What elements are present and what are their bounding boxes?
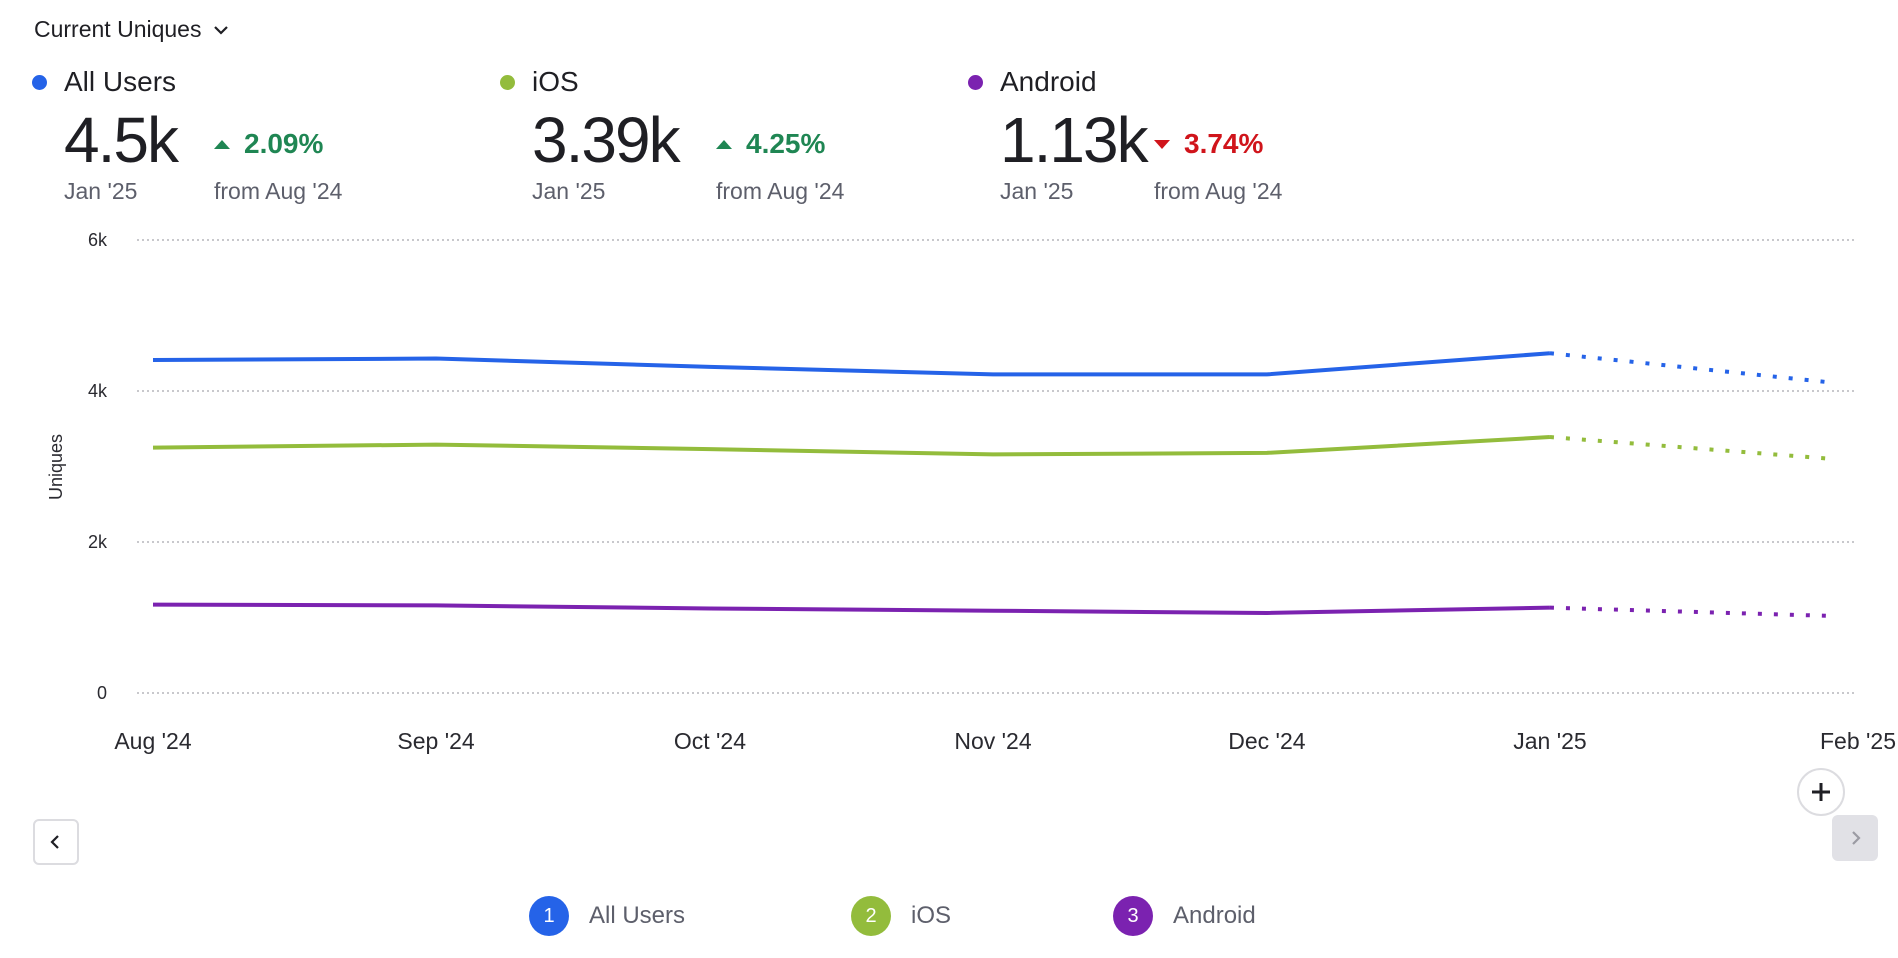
summary-period: Jan '25 <box>532 178 606 204</box>
forecast-line-all-users <box>1549 351 1834 385</box>
summary-change-value: 3.74% <box>1184 128 1264 159</box>
x-tick-label: Dec '24 <box>1228 728 1305 754</box>
x-tick-label: Nov '24 <box>954 728 1031 754</box>
summary-change: 2.09% <box>214 128 323 160</box>
legend-label: Android <box>1173 902 1256 929</box>
summary-period: Jan '25 <box>64 178 138 204</box>
chevron-down-icon <box>214 25 229 35</box>
series-line-ios <box>152 435 1551 457</box>
summary-value: 3.39k <box>532 104 681 176</box>
summary-change-value: 4.25% <box>746 128 826 159</box>
metric-selector-label: Current Uniques <box>34 16 202 42</box>
line-chart: 0 2k 4k 6k Uniques Aug '24 Sep '24 Oct '24 Nov… <box>46 230 1896 754</box>
x-tick-label: Aug '24 <box>114 728 191 754</box>
summary-comparison: from Aug '24 <box>214 178 343 204</box>
summary-value: 4.5k <box>64 104 179 176</box>
summary-change: 3.74% <box>1154 128 1263 160</box>
legend-label: All Users <box>589 902 686 929</box>
summary-series-name: Android <box>1000 66 1097 97</box>
y-axis-ticks: 0 2k 4k 6k <box>88 230 108 703</box>
previous-page-button[interactable] <box>33 819 79 865</box>
trend-up-icon <box>716 139 732 149</box>
y-axis-label: Uniques <box>46 434 66 500</box>
legend-label: iOS <box>911 902 952 929</box>
legend-badge: 2 <box>851 896 891 936</box>
summary-ios: iOS 3.39k Jan '25 4.25% from Aug '24 <box>500 62 940 204</box>
series-color-dot <box>32 74 47 90</box>
summary-series-name: All Users <box>64 66 177 97</box>
gridlines <box>137 239 1857 694</box>
legend-item-ios[interactable]: 2 iOS <box>851 896 951 936</box>
next-page-button[interactable] <box>1832 815 1878 861</box>
y-tick-label: 2k <box>88 532 108 552</box>
series-line-android <box>152 602 1550 615</box>
summary-value: 1.13k <box>1000 104 1149 176</box>
series-color-dot <box>500 74 515 90</box>
series-color-dot <box>968 74 983 90</box>
summary-android: Android 1.13k Jan '25 3.74% from Aug '24 <box>968 62 1408 204</box>
summary-change-value: 2.09% <box>244 128 324 159</box>
trend-up-icon <box>214 139 230 149</box>
summary-all-users: All Users 4.5k Jan '25 2.09% from Aug '2… <box>32 62 472 204</box>
y-tick-label: 4k <box>88 381 108 401</box>
legend-item-android[interactable]: 3 Android <box>1113 896 1256 936</box>
legend-badge: 1 <box>529 896 569 936</box>
summary-comparison: from Aug '24 <box>716 178 845 204</box>
summary-series-name: iOS <box>532 66 579 97</box>
legend-badge: 3 <box>1113 896 1153 936</box>
forecast-line-android <box>1549 605 1834 618</box>
series-lines <box>152 351 1834 618</box>
legend-item-all-users[interactable]: 1 All Users <box>529 896 685 936</box>
summary-period: Jan '25 <box>1000 178 1074 204</box>
forecast-line-ios <box>1549 435 1834 461</box>
x-tick-label: Jan '25 <box>1513 728 1586 754</box>
plus-icon <box>1812 783 1830 801</box>
x-tick-label: Oct '24 <box>674 728 746 754</box>
summary-comparison: from Aug '24 <box>1154 178 1283 204</box>
y-tick-label: 6k <box>88 230 108 250</box>
x-tick-label: Feb '25 <box>1820 728 1896 754</box>
y-tick-label: 0 <box>97 683 107 703</box>
chevron-right-icon <box>1852 831 1861 845</box>
metric-selector[interactable]: Current Uniques <box>34 16 231 43</box>
chevron-left-icon <box>50 835 59 849</box>
add-button[interactable] <box>1797 768 1845 816</box>
summary-change: 4.25% <box>716 128 825 160</box>
x-tick-label: Sep '24 <box>397 728 474 754</box>
trend-down-icon <box>1154 139 1170 149</box>
series-line-all-users <box>152 351 1551 377</box>
x-axis-ticks: Aug '24 Sep '24 Oct '24 Nov '24 Dec '24 Jan '… <box>114 728 1896 754</box>
chart-legend: 1 All Users 2 iOS 3 Android <box>0 896 1898 942</box>
